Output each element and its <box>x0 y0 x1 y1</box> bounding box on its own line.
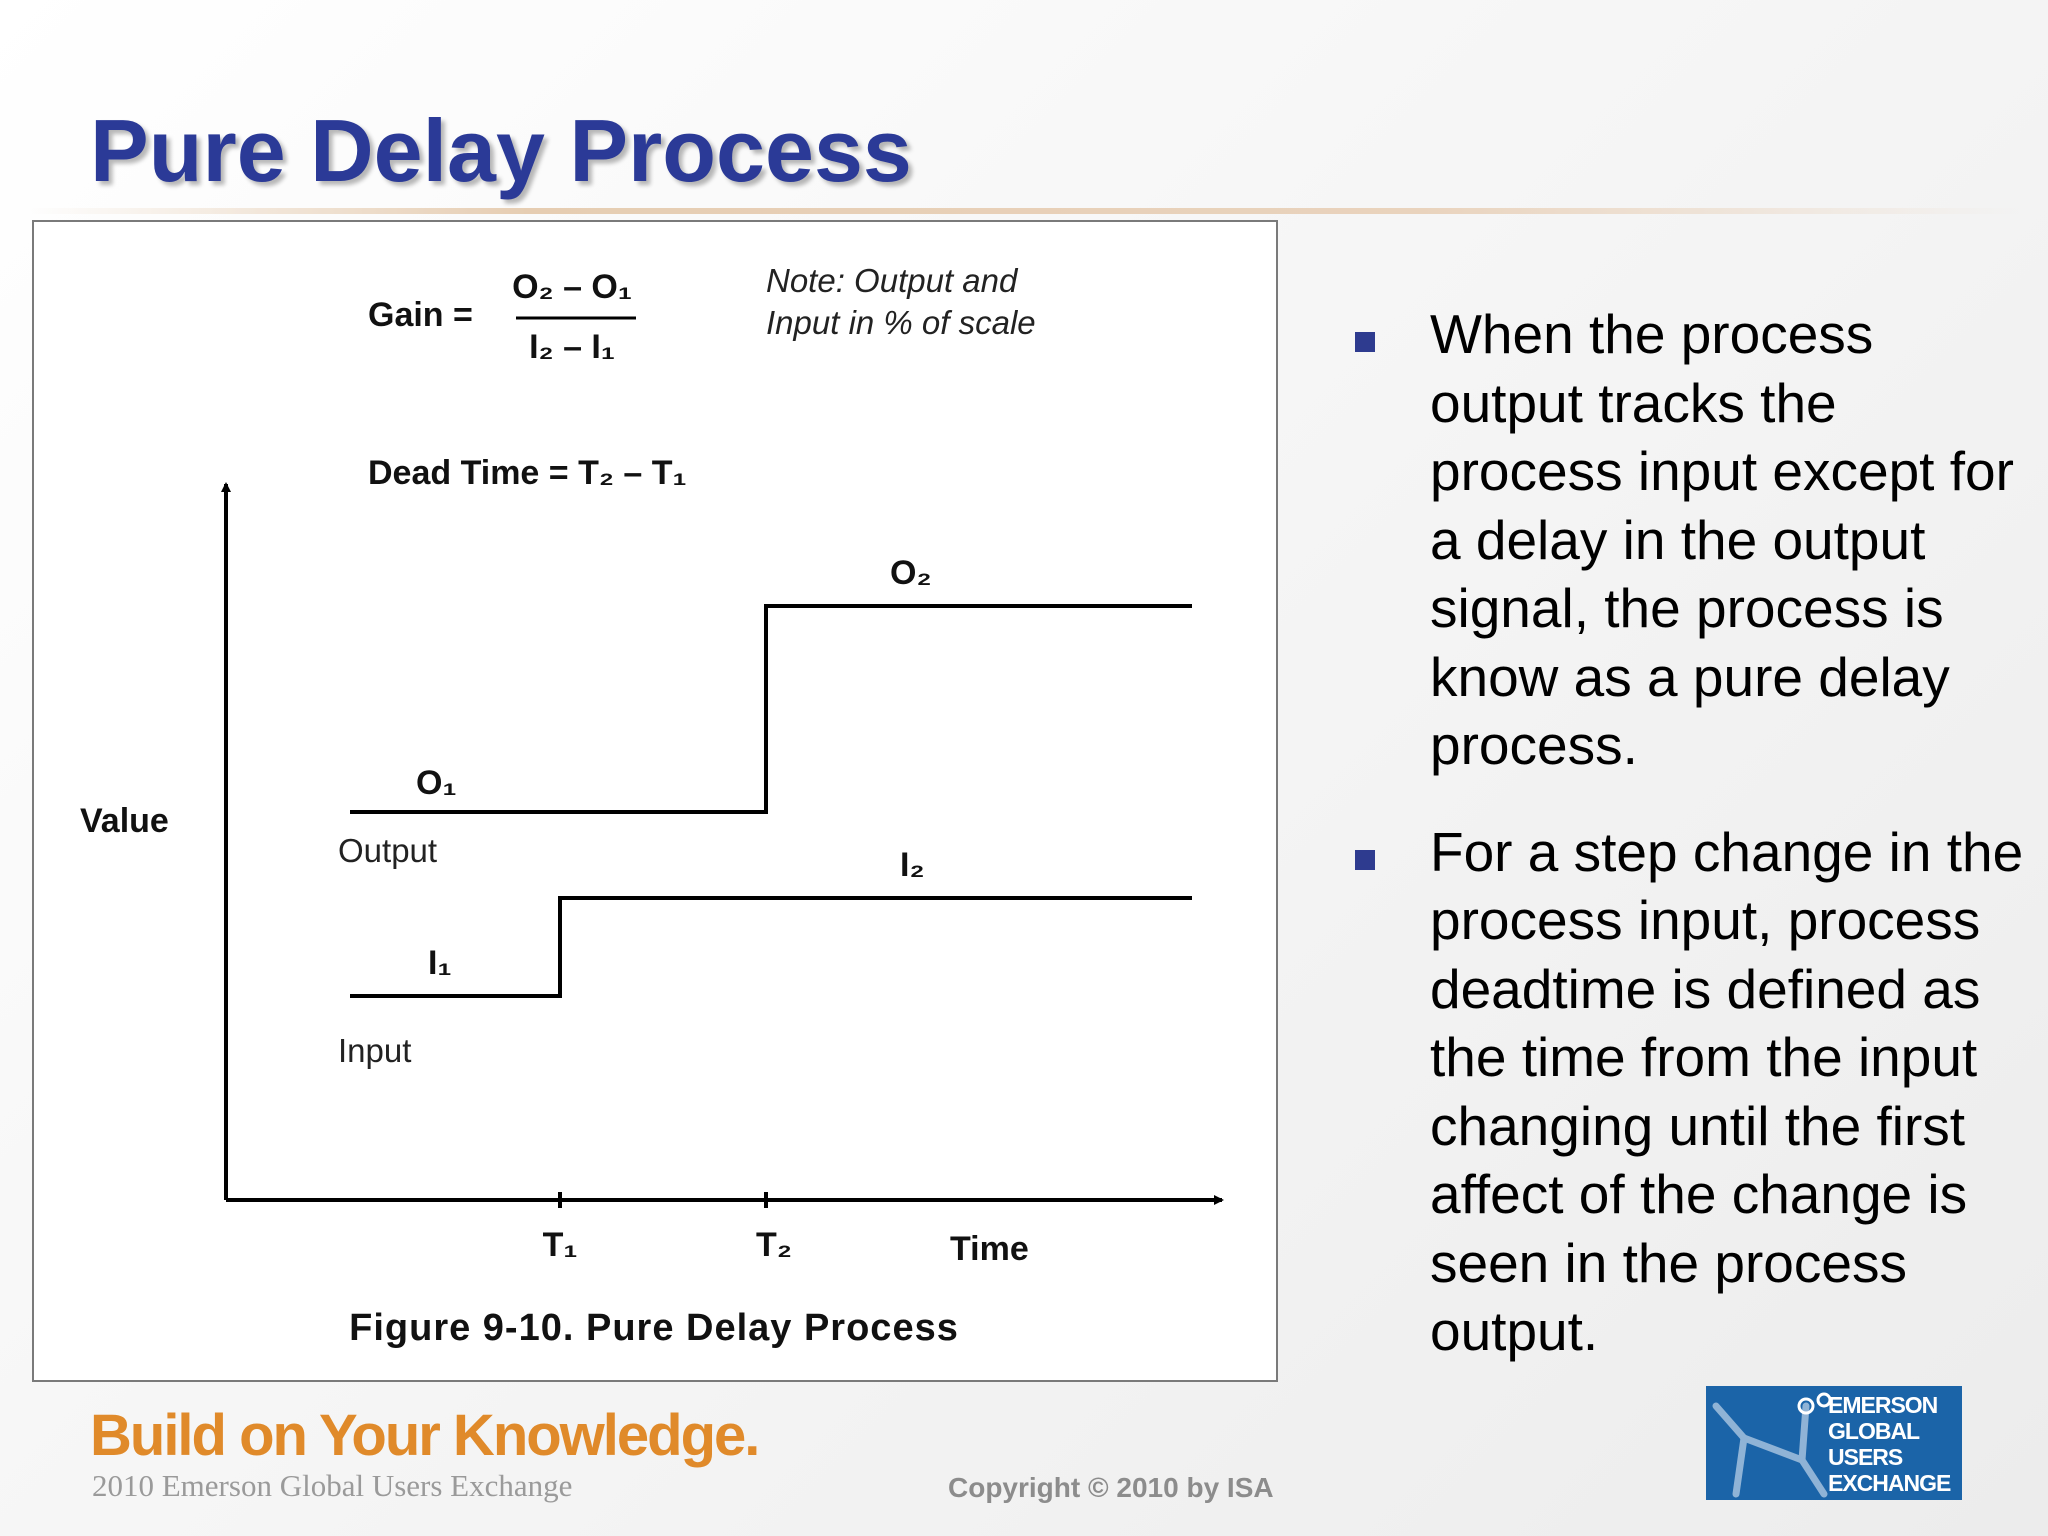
logo-wordmark: EMERSON GLOBAL USERS EXCHANGE <box>1828 1392 1951 1496</box>
logo-line: EXCHANGE <box>1828 1470 1951 1496</box>
t2-label: T₂ <box>756 1226 792 1264</box>
output-trace <box>350 604 1192 814</box>
input-label: Input <box>338 1032 411 1069</box>
logo-line: EMERSON <box>1828 1392 1938 1418</box>
dead-time-formula: Dead Time = T₂ – T₁ <box>368 454 687 492</box>
square-bullet-icon <box>1355 849 1375 870</box>
bullet-item: When the process output tracks the proce… <box>1350 300 2030 780</box>
pure-delay-diagram: Gain = O₂ – O₁ I₂ – I₁ Note: Output and … <box>80 262 1224 1349</box>
bullet-text: When the process output tracks the proce… <box>1430 303 2014 776</box>
o2-label: O₂ <box>890 554 932 592</box>
i1-label: I₁ <box>428 944 452 982</box>
i2-label: I₂ <box>900 846 925 884</box>
figure-panel: Gain = O₂ – O₁ I₂ – I₁ Note: Output and … <box>32 220 1278 1382</box>
footer-brand: Build on Your Knowledge. <box>90 1403 760 1468</box>
logo-line: GLOBAL <box>1828 1418 1920 1444</box>
footer-subtitle: 2010 Emerson Global Users Exchange <box>92 1468 573 1503</box>
slide-title: Pure Delay Process <box>90 101 912 200</box>
title-divider <box>30 208 2020 214</box>
network-graphic-icon <box>1712 1392 1832 1498</box>
emerson-logo: EMERSON GLOBAL USERS EXCHANGE <box>1706 1386 1962 1500</box>
x-axis-label: Time <box>950 1230 1029 1268</box>
figure-caption: Figure 9-10. Pure Delay Process <box>349 1307 959 1349</box>
t1-label: T₁ <box>543 1226 578 1264</box>
gain-numerator: O₂ – O₁ <box>512 268 632 306</box>
note-line-2: Input in % of scale <box>766 304 1036 341</box>
bullet-text: For a step change in the process input, … <box>1430 820 2024 1363</box>
logo-line: USERS <box>1828 1444 1903 1470</box>
bullet-list: When the process output tracks the proce… <box>1350 300 2030 1404</box>
output-label: Output <box>338 832 437 869</box>
copyright-notice: Copyright © 2010 by ISA <box>948 1472 1274 1503</box>
o1-label: O₁ <box>416 764 457 802</box>
note-line-1: Note: Output and <box>766 262 1019 299</box>
bullet-item: For a step change in the process input, … <box>1350 818 2030 1366</box>
square-bullet-icon <box>1355 332 1375 352</box>
gain-denominator: I₂ – I₁ <box>529 328 615 366</box>
gain-label: Gain = <box>368 296 473 334</box>
y-axis-label: Value <box>80 802 169 840</box>
input-trace <box>350 896 1192 998</box>
